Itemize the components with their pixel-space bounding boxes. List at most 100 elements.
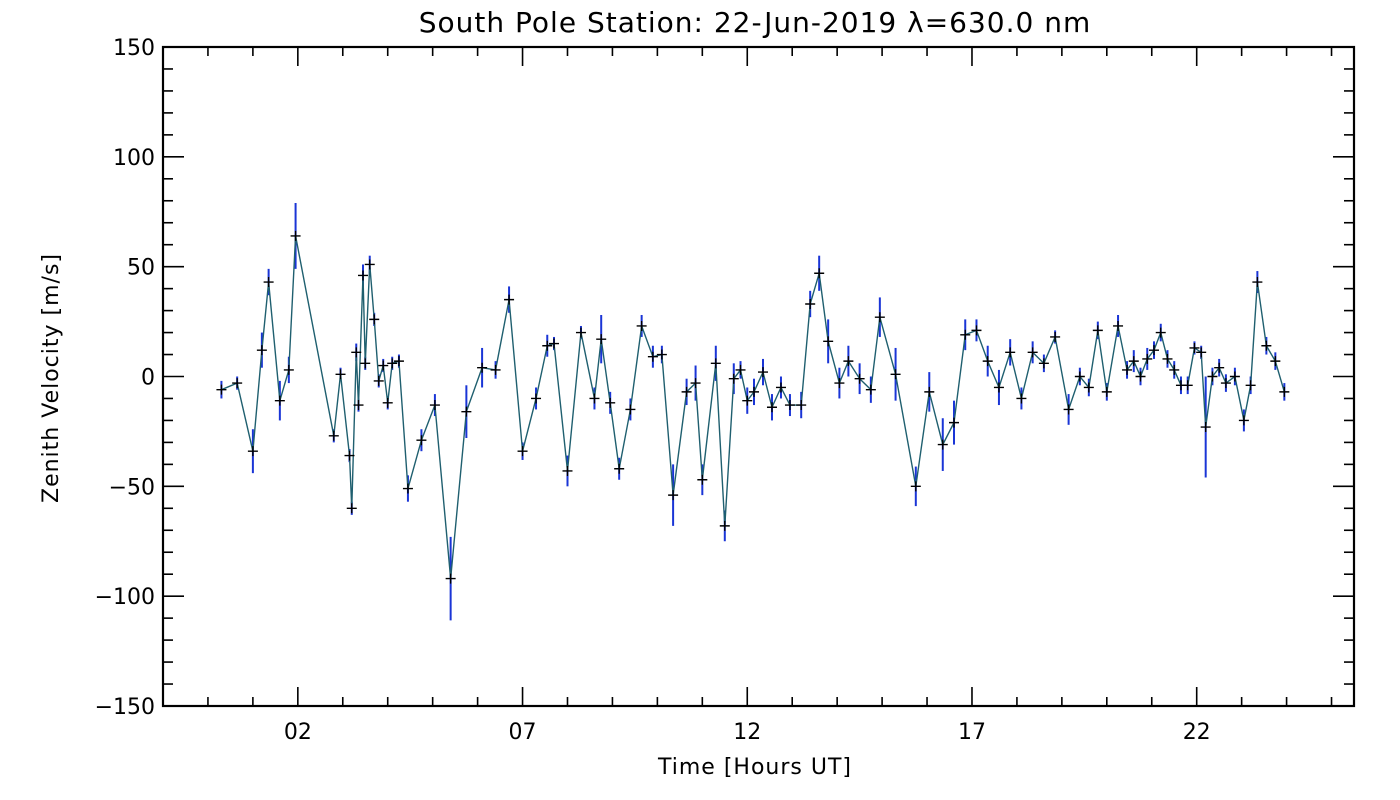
data-point <box>775 382 786 393</box>
data-point <box>232 378 243 389</box>
data-point <box>1101 386 1112 397</box>
data-point <box>710 358 721 369</box>
data-point <box>1182 380 1193 391</box>
data-point <box>843 356 854 367</box>
y-tick-label: 50 <box>127 256 155 281</box>
data-point <box>1220 378 1231 389</box>
data-point <box>982 356 993 367</box>
data-point <box>890 369 901 380</box>
data-point <box>445 573 456 584</box>
data-point <box>517 446 528 457</box>
data-point <box>834 378 845 389</box>
data-point <box>874 312 885 323</box>
y-tick-label: −150 <box>95 695 155 720</box>
data-point <box>735 364 746 375</box>
data-point <box>589 393 600 404</box>
data-point <box>1063 404 1074 415</box>
data-point <box>416 435 427 446</box>
x-tick-label: 02 <box>284 720 312 745</box>
data-point <box>757 367 768 378</box>
data-point <box>1207 371 1218 382</box>
data-point <box>1122 364 1133 375</box>
data-point <box>690 378 701 389</box>
data-point <box>346 503 357 514</box>
data-point <box>625 404 636 415</box>
data-point <box>647 351 658 362</box>
data-point <box>290 230 301 241</box>
data-point <box>1261 340 1272 351</box>
data-point <box>742 395 753 406</box>
x-axis-label: Time [Hours UT] <box>657 755 852 780</box>
data-point <box>1005 347 1016 358</box>
data-point <box>393 356 404 367</box>
data-point <box>614 463 625 474</box>
data-point <box>369 314 380 325</box>
data-point <box>1038 358 1049 369</box>
data-point <box>247 446 258 457</box>
data-point <box>1270 356 1281 367</box>
data-point <box>1279 386 1290 397</box>
data-point <box>1128 356 1139 367</box>
data-point <box>728 373 739 384</box>
data-point <box>1142 353 1153 364</box>
data-point <box>542 340 553 351</box>
data-point <box>1113 320 1124 331</box>
data-point <box>924 386 935 397</box>
data-point <box>823 336 834 347</box>
y-tick-label: 100 <box>113 146 155 171</box>
data-point <box>636 320 647 331</box>
data-point <box>1155 327 1166 338</box>
data-point <box>1092 325 1103 336</box>
y-tick-label: 150 <box>113 36 155 61</box>
data-point <box>216 384 227 395</box>
data-point <box>814 268 825 279</box>
plot-area: 02 07 12 17 22 −150 −100 −50 0 50 100 150 <box>95 36 1356 745</box>
data-point <box>1214 362 1225 373</box>
data-point <box>1074 371 1085 382</box>
chart-title: South Pole Station: 22-Jun-2019 λ=630.0 … <box>419 6 1092 39</box>
data-point <box>1245 380 1256 391</box>
data-point <box>1229 371 1240 382</box>
data-point <box>263 277 274 288</box>
data-point <box>805 299 816 310</box>
data-point <box>605 397 616 408</box>
data-point <box>668 490 679 501</box>
data-point <box>575 327 586 338</box>
data-point <box>1050 331 1061 342</box>
data-point <box>1027 347 1038 358</box>
data-point <box>364 259 375 270</box>
x-tick-label: 22 <box>1183 720 1211 745</box>
data-point <box>719 520 730 531</box>
data-point <box>1196 347 1207 358</box>
y-axis-label: Zenith Velocity [m/s] <box>39 253 64 503</box>
data-point <box>328 430 339 441</box>
data-point <box>373 375 384 386</box>
data-point <box>697 474 708 485</box>
data-point <box>596 334 607 345</box>
data-point <box>1200 422 1211 433</box>
data-point <box>353 400 364 411</box>
data-point <box>256 345 267 356</box>
data-point <box>1189 342 1200 353</box>
x-tick-label: 07 <box>509 720 537 745</box>
data-point <box>429 400 440 411</box>
data-point <box>1135 371 1146 382</box>
data-point <box>461 406 472 417</box>
data-point <box>1252 277 1263 288</box>
data-point <box>344 450 355 461</box>
data-point <box>993 382 1004 393</box>
data-point <box>378 360 389 371</box>
data-point <box>283 364 294 375</box>
data-point <box>949 417 960 428</box>
data-point <box>335 369 346 380</box>
data-point <box>1083 382 1094 393</box>
data-point <box>960 329 971 340</box>
data-point <box>865 384 876 395</box>
data-point <box>360 358 371 369</box>
data-point <box>274 395 285 406</box>
data-point <box>766 402 777 413</box>
data-point <box>656 349 667 360</box>
data-point <box>1162 353 1173 364</box>
data-point <box>402 483 413 494</box>
